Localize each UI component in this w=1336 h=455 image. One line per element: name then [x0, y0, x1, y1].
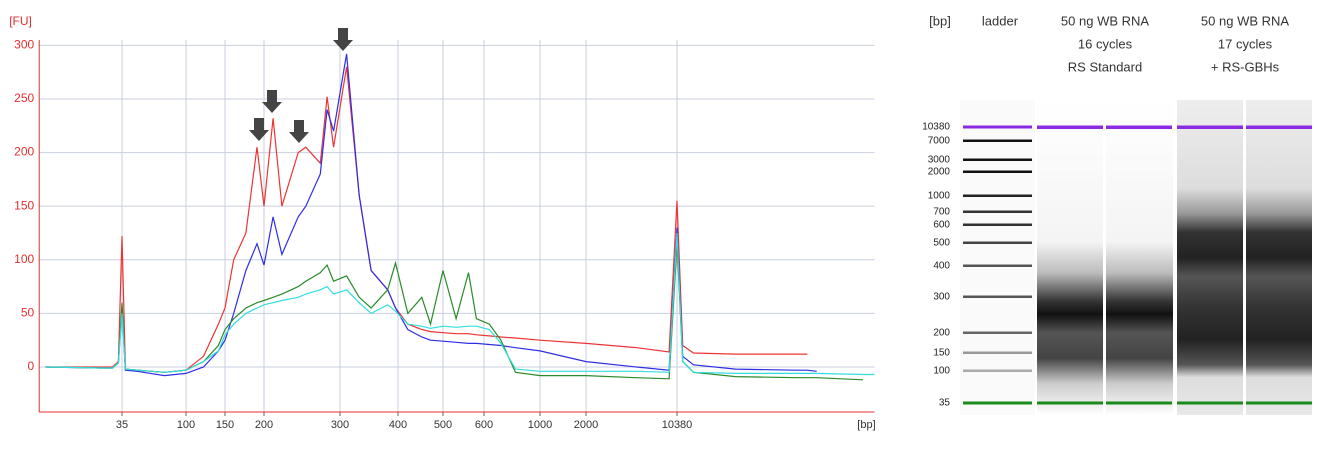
x-tick-label: 1000 — [528, 419, 552, 431]
ladder-band — [963, 331, 1032, 334]
lane-header: 17 cycles — [1218, 36, 1273, 51]
ladder-band — [963, 194, 1032, 197]
arrow — [249, 118, 269, 141]
ladder-band — [963, 170, 1032, 173]
x-tick-label: 200 — [255, 419, 273, 431]
ladder-band — [963, 351, 1032, 354]
marker-band — [1037, 125, 1103, 129]
ladder-label: 3000 — [928, 155, 951, 166]
electropherogram: 0 50 100 150 200 250 300 35 100 150 200 300 400 500 60… — [9, 14, 875, 431]
ladder-band — [963, 139, 1032, 142]
ladder-label: 10380 — [922, 122, 950, 133]
ladder-label: 700 — [933, 207, 950, 218]
ladder-label: 200 — [933, 328, 950, 339]
ladder-band — [963, 295, 1032, 298]
ladder-band — [963, 223, 1032, 226]
ladder-label: 100 — [933, 366, 950, 377]
ladder-label: 500 — [933, 238, 950, 249]
x-axis-label: [bp] — [857, 419, 875, 431]
marker-band — [1106, 401, 1172, 405]
arrow — [333, 28, 353, 51]
sample-lane — [1037, 100, 1103, 415]
ladder-label: 150 — [933, 348, 950, 359]
sample-lane — [1177, 100, 1243, 415]
y-tick-label: 50 — [21, 306, 35, 320]
marker-band — [1037, 401, 1103, 405]
y-tick-label: 250 — [14, 91, 34, 105]
ladder-band — [963, 125, 1032, 129]
y-tick-label: 0 — [28, 359, 35, 373]
lane-header: + RS-GBHs — [1211, 59, 1280, 74]
peak-arrows — [249, 28, 353, 143]
arrow — [262, 90, 282, 113]
ladder-label: 2000 — [928, 167, 951, 178]
x-tick-label: 300 — [331, 419, 349, 431]
trace — [45, 243, 863, 381]
y-tick-label: 150 — [14, 198, 34, 212]
x-tick-label: 35 — [116, 419, 128, 431]
x-tick-label: 400 — [389, 419, 407, 431]
marker-band — [1246, 125, 1312, 129]
ladder-band — [963, 264, 1032, 267]
trace — [45, 66, 808, 373]
y-axis-label: [FU] — [9, 14, 32, 28]
ladder-label: 300 — [933, 292, 950, 303]
ladder-band — [963, 401, 1032, 405]
trace — [45, 53, 817, 377]
ladder-label: 400 — [933, 261, 950, 272]
sample-lane — [1246, 100, 1312, 415]
ladder-label: 600 — [933, 220, 950, 231]
ladder-lane — [960, 100, 1035, 415]
lane-header: RS Standard — [1068, 59, 1142, 74]
ladder-band — [963, 241, 1032, 244]
gel-size-label: [bp] — [929, 13, 951, 28]
x-tick-label: 100 — [177, 419, 195, 431]
ladder-band — [963, 369, 1032, 372]
x-tick-label: 2000 — [574, 419, 598, 431]
trace — [45, 232, 875, 376]
marker-band — [1177, 401, 1243, 405]
gel-image: [bp] ladder 50 ng WB RNA 16 cycles RS Stand… — [922, 13, 1312, 415]
sample-lane — [1106, 100, 1173, 415]
y-tick-label: 300 — [14, 38, 34, 52]
marker-band — [1177, 125, 1243, 129]
arrow — [289, 120, 309, 143]
x-tick-label: 500 — [434, 419, 452, 431]
ladder-label: 7000 — [928, 136, 951, 147]
ladder-label: 1000 — [928, 191, 951, 202]
x-tick-label: 600 — [475, 419, 493, 431]
lane-header: 50 ng WB RNA — [1201, 13, 1289, 28]
ladder-band — [963, 210, 1032, 213]
y-tick-label: 100 — [14, 252, 34, 266]
y-tick-label: 200 — [14, 145, 34, 159]
marker-band — [1246, 401, 1312, 405]
x-tick-label: 150 — [216, 419, 234, 431]
lane-header: 16 cycles — [1078, 36, 1133, 51]
ladder-label: 35 — [939, 398, 951, 409]
lane-header: ladder — [982, 13, 1019, 28]
lane-header: 50 ng WB RNA — [1061, 13, 1149, 28]
ladder-band — [963, 158, 1032, 161]
marker-band — [1106, 125, 1172, 129]
x-tick-label: 10380 — [662, 419, 693, 431]
